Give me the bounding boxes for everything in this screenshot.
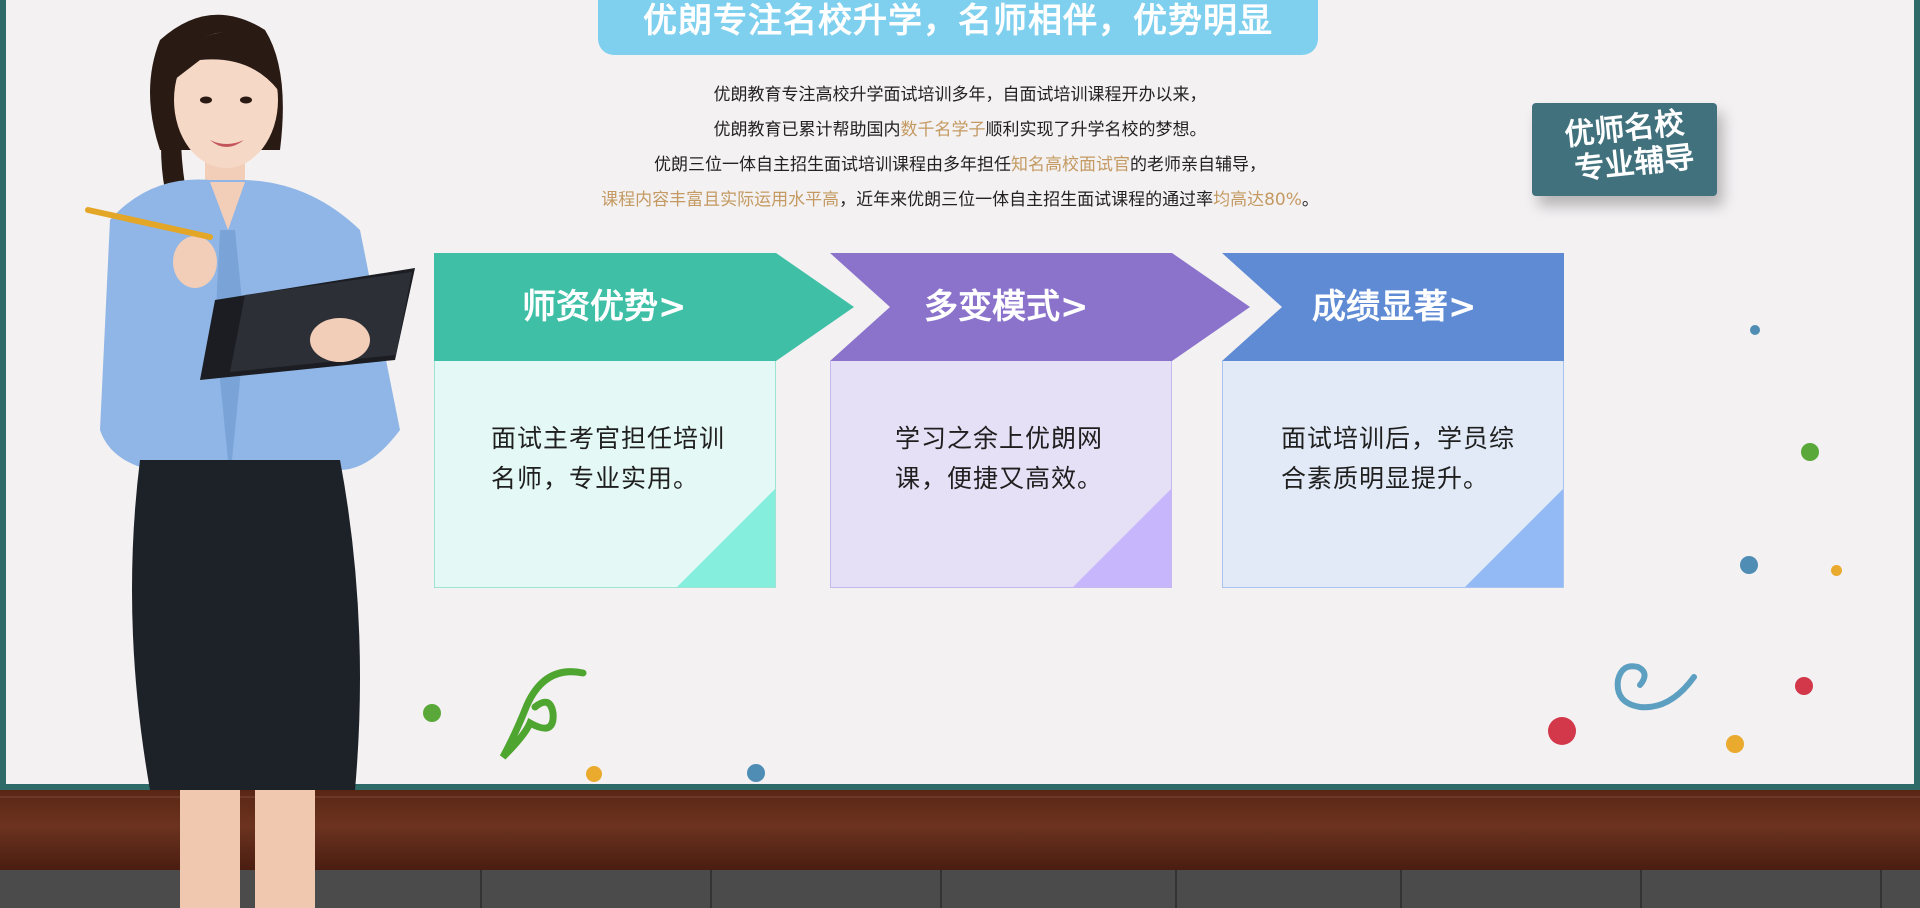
corner-triangle [677, 489, 775, 587]
deco-dot [1750, 325, 1760, 335]
intro-line-1: 优朗教育专注高校升学面试培训多年，自面试培训课程开办以来， [713, 85, 1207, 105]
concrete-floor [0, 870, 1920, 908]
card-text: 学习之余上优朗网课，便捷又高效。 [895, 424, 1104, 493]
page-title: 优朗专注名校升学，名师相伴，优势明显 [598, 0, 1318, 55]
deco-dot [1795, 677, 1813, 695]
corner-triangle [1073, 489, 1171, 587]
deco-dot [1801, 443, 1819, 461]
deco-dot [747, 764, 765, 782]
card-header: 成绩显著> [1222, 253, 1642, 361]
teacher-badge: 优师名校 专业辅导 [1532, 103, 1717, 196]
intro-paragraph: 优朗教育专注高校升学面试培训多年，自面试培训课程开办以来， 优朗教育已累计帮助国… [560, 78, 1360, 218]
card-title: 成绩显著> [1312, 287, 1477, 327]
card-title: 师资优势> [522, 287, 687, 327]
feature-card-modes[interactable]: 多变模式> 学习之余上优朗网课，便捷又高效。 [830, 253, 1250, 588]
header-shape [1222, 253, 1564, 361]
intro-line-4: 课程内容丰富且实际运用水平高，近年来优朗三位一体自主招生面试课程的通过率均高达8… [601, 190, 1319, 210]
card-title: 多变模式> [924, 287, 1089, 327]
card-body: 面试主考官担任培训名师，专业实用。 [434, 361, 776, 588]
wood-ledge [0, 790, 1920, 870]
intro-highlight-interviewers: 知名高校面试官 [1011, 155, 1130, 175]
card-text: 面试培训后，学员综合素质明显提升。 [1281, 424, 1516, 493]
blue-swirl-icon [1614, 663, 1697, 711]
card-body: 面试培训后，学员综合素质明显提升。 [1222, 361, 1564, 588]
deco-dot [423, 704, 441, 722]
intro-line-3: 优朗三位一体自主招生面试培训课程由多年担任知名高校面试官的老师亲自辅导， [654, 155, 1266, 175]
deco-dot [1548, 717, 1576, 745]
deco-dot [586, 766, 602, 782]
feature-card-teachers[interactable]: 师资优势> 面试主考官担任培训名师，专业实用。 [434, 253, 854, 588]
intro-highlight-students: 数千名学子 [900, 120, 986, 140]
card-header: 师资优势> [434, 253, 854, 361]
feature-card-results[interactable]: 成绩显著> 面试培训后，学员综合素质明显提升。 [1222, 253, 1564, 588]
card-body: 学习之余上优朗网课，便捷又高效。 [830, 361, 1172, 588]
green-swirl-icon [499, 668, 587, 760]
card-text: 面试主考官担任培训名师，专业实用。 [491, 424, 726, 493]
teacher-photo [85, 14, 415, 908]
arrow-header-shape [434, 253, 854, 361]
intro-highlight-content: 课程内容丰富且实际运用水平高 [601, 190, 840, 210]
arrow-header-shape [830, 253, 1250, 361]
card-header: 多变模式> [830, 253, 1250, 361]
corner-triangle [1465, 489, 1563, 587]
deco-dot [1740, 556, 1758, 574]
deco-dot [1726, 735, 1744, 753]
deco-dot [1831, 565, 1842, 576]
intro-line-2: 优朗教育已累计帮助国内数千名学子顺利实现了升学名校的梦想。 [713, 120, 1207, 140]
intro-highlight-rate: 均高达80% [1213, 190, 1302, 210]
